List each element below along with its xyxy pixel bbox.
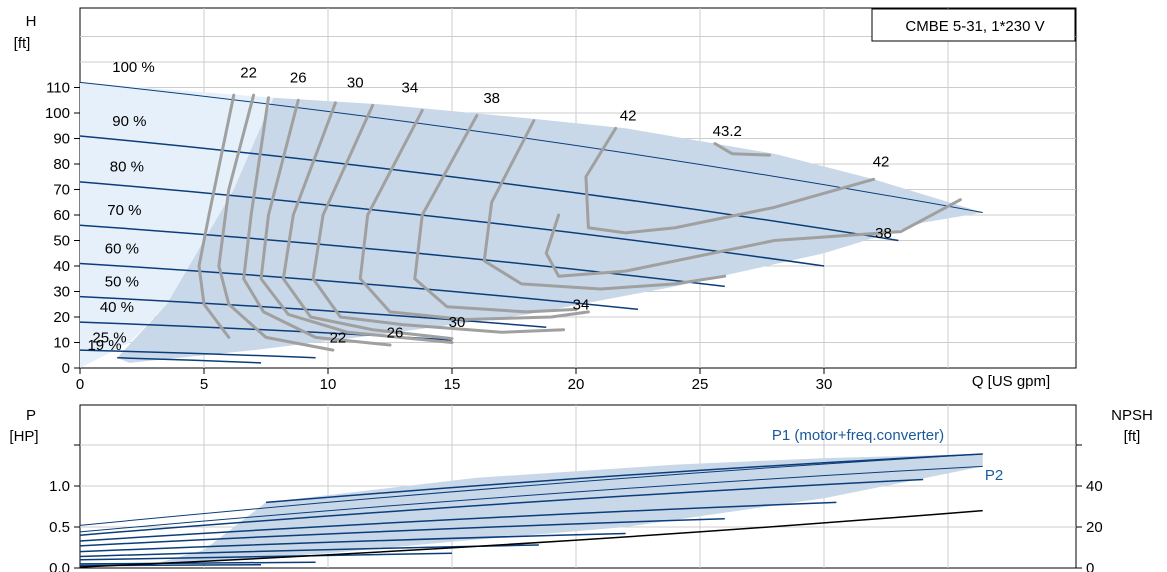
power-curves (79, 453, 983, 568)
y-tick-label: 0 (62, 360, 70, 377)
power-curve (265, 453, 983, 504)
efficiency-label: 43.2 (713, 123, 742, 140)
head-axis-title: H (26, 13, 37, 30)
head-chart: 0 5 10 15 20 25 30 0 10 20 30 40 50 60 70 80 90 100 110 10… (14, 7, 1077, 394)
efficiency-label: 42 (873, 154, 890, 171)
efficiency-labels: 22 26 30 34 38 42 43.2 42 38 34 30 26 22 (240, 64, 892, 346)
efficiency-label: 26 (387, 324, 404, 341)
efficiency-label: 38 (483, 90, 500, 107)
p1-label: P1 (motor+freq.converter) (772, 427, 944, 444)
p2-label: P2 (985, 467, 1003, 484)
efficiency-label: 34 (401, 80, 418, 97)
y-tick-label: 10 (53, 335, 70, 352)
efficiency-curve (242, 96, 392, 347)
head-ticks: 0 5 10 15 20 25 30 0 10 20 30 40 50 60 70 80 90 100 110 (45, 80, 832, 394)
efficiency-curve (584, 126, 876, 235)
efficiency-curve (713, 142, 771, 157)
y-tick-label: 20 (53, 309, 70, 326)
efficiency-label: 26 (290, 69, 307, 86)
x-tick-label: 5 (200, 376, 208, 393)
p-tick-label: 0.0 (49, 560, 70, 572)
chart-title: CMBE 5-31, 1*230 V (905, 18, 1044, 35)
head-axis-unit: [ft] (14, 35, 31, 52)
power-curve (79, 501, 837, 542)
npsh-tick-label: 20 (1086, 519, 1103, 536)
y-tick-label: 40 (53, 258, 70, 275)
speed-label: 90 % (112, 113, 146, 130)
y-tick-label: 90 (53, 131, 70, 148)
speed-label: 100 % (112, 59, 155, 76)
x-tick-label: 20 (568, 376, 585, 393)
npsh-tick-label: 0 (1086, 560, 1094, 572)
p-tick-label: 1.0 (49, 478, 70, 495)
head-curve (79, 135, 899, 242)
power-curve (79, 465, 983, 533)
efficiency-label: 22 (330, 330, 347, 347)
speed-label: 70 % (107, 202, 141, 219)
power-curve (79, 532, 626, 553)
speed-label: 19 % (87, 337, 121, 354)
efficiency-curve (281, 101, 454, 341)
efficiency-curve (358, 108, 590, 322)
x-tick-label: 25 (692, 376, 709, 393)
efficiency-curve (311, 103, 566, 334)
efficiency-label: 30 (347, 75, 364, 92)
speed-labels: 100 % 90 % 80 % 70 % 60 % 50 % 40 % 25 %19 % (87, 59, 154, 354)
operating-area-light (80, 82, 274, 369)
speed-label: 80 % (110, 159, 144, 176)
power-curve (79, 518, 725, 547)
efficiency-label: 34 (573, 296, 590, 313)
npsh-tick-label: 40 (1086, 478, 1103, 495)
power-curve (79, 561, 316, 565)
y-tick-label: 80 (53, 156, 70, 173)
efficiency-label: 30 (449, 314, 466, 331)
power-curve (79, 552, 453, 561)
power-curve (79, 453, 983, 526)
x-tick-label: 0 (76, 376, 84, 393)
speed-label: 50 % (105, 273, 139, 290)
head-curve (79, 81, 983, 213)
y-tick-label: 100 (45, 105, 70, 122)
x-tick-label: 10 (320, 376, 337, 393)
power-area (154, 454, 983, 564)
p-tick-label: 0.5 (49, 519, 70, 536)
x-axis-label: Q [US gpm] (972, 373, 1050, 390)
efficiency-label: 38 (875, 225, 892, 242)
head-curve (79, 349, 316, 359)
head-curve (79, 262, 639, 311)
title-box (871, 8, 1076, 42)
power-curve (79, 478, 924, 536)
y-tick-label: 50 (53, 233, 70, 250)
efficiency-curves (197, 93, 962, 352)
npsh-curve (79, 509, 983, 568)
head-curve (79, 224, 725, 288)
x-tick-label: 15 (444, 376, 461, 393)
efficiency-curve (197, 93, 236, 339)
speed-label: 25 % (92, 330, 126, 347)
efficiency-label: 42 (620, 108, 637, 125)
power-axis-title: P (26, 407, 36, 424)
npsh-axis-unit: [ft] (1124, 428, 1141, 445)
npsh-axis-title: NPSH (1111, 407, 1153, 424)
speed-label: 60 % (105, 240, 139, 257)
speed-label: 40 % (100, 299, 134, 316)
y-tick-label: 110 (46, 80, 70, 97)
efficiency-curve (482, 119, 727, 291)
efficiency-curve (217, 93, 335, 352)
efficiency-curve (259, 98, 454, 344)
efficiency-curve (413, 114, 578, 314)
power-chart: 0.0 0.5 1.0 0 20 40 P [HP] NPSH [ft] P1 (moto… (9, 404, 1153, 572)
power-axis-unit: [HP] (9, 428, 38, 445)
head-curve (79, 295, 547, 328)
y-tick-label: 70 (53, 182, 70, 199)
y-tick-label: 60 (53, 207, 70, 224)
efficiency-label: 22 (240, 64, 257, 81)
x-tick-label: 30 (816, 376, 833, 393)
power-ticks: 0.0 0.5 1.0 0 20 40 (49, 444, 1103, 572)
y-tick-label: 30 (53, 284, 70, 301)
head-curve (117, 357, 262, 364)
efficiency-curve (544, 198, 962, 278)
